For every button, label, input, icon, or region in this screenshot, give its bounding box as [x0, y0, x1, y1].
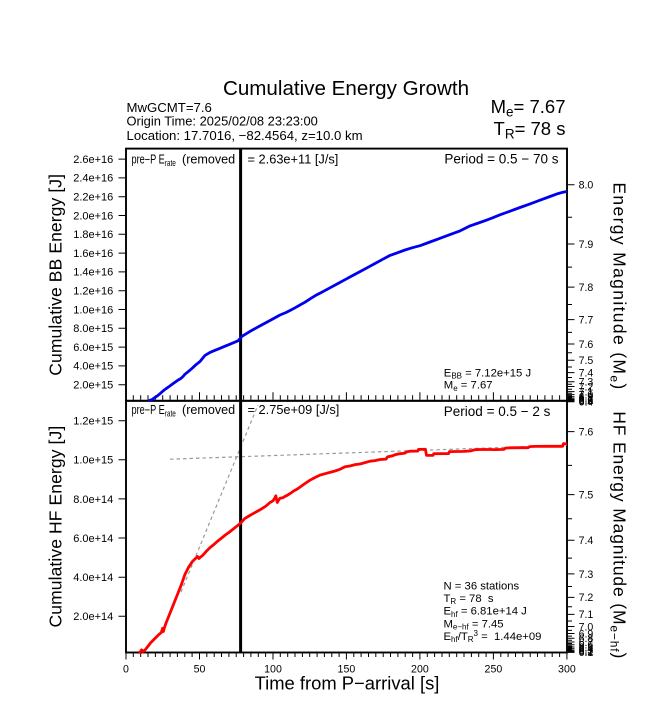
- svg-text:6.0e+14: 6.0e+14: [73, 533, 113, 545]
- svg-text:7.0: 7.0: [579, 390, 594, 402]
- svg-text:8.0e+15: 8.0e+15: [73, 323, 113, 335]
- svg-text:Me = 7.67: Me = 7.67: [444, 380, 493, 393]
- svg-text:TR= 78 s: TR= 78 s: [494, 118, 566, 142]
- svg-text:2.0e+15: 2.0e+15: [73, 380, 113, 392]
- svg-text:1.2e+16: 1.2e+16: [73, 286, 113, 298]
- svg-text:2.4e+16: 2.4e+16: [73, 173, 113, 185]
- svg-text:7.1: 7.1: [579, 387, 594, 399]
- svg-text:N = 36 stations: N = 36 stations: [444, 581, 520, 593]
- svg-text:7.6: 7.6: [579, 339, 594, 351]
- svg-text:6.9: 6.9: [579, 392, 594, 404]
- svg-text:Ehf/TR3 = 1.44e+09: Ehf/TR3 = 1.44e+09: [444, 629, 542, 644]
- svg-text:TR = 78 s: TR = 78 s: [444, 593, 494, 606]
- svg-text:8.0e+14: 8.0e+14: [73, 494, 113, 506]
- svg-text:pre−P Erate: pre−P Erate: [132, 153, 176, 168]
- svg-text:Origin Time: 2025/02/08 23:23:: Origin Time: 2025/02/08 23:23:00: [127, 114, 318, 129]
- svg-text:50: 50: [194, 664, 206, 676]
- svg-text:Cumulative BB Energy [J]: Cumulative BB Energy [J]: [46, 174, 66, 376]
- svg-text:Energy Magnitude (Me): Energy Magnitude (Me): [608, 182, 630, 390]
- svg-text:7.5: 7.5: [579, 490, 594, 502]
- svg-text:1.0e+16: 1.0e+16: [73, 304, 113, 316]
- svg-text:Period = 0.5 − 70 s: Period = 0.5 − 70 s: [444, 152, 558, 167]
- svg-text:4.0e+14: 4.0e+14: [73, 572, 113, 584]
- svg-text:6.7: 6.7: [579, 394, 594, 406]
- svg-text:(removed: (removed: [182, 152, 235, 166]
- svg-text:Time from P−arrival [s]: Time from P−arrival [s]: [255, 672, 440, 693]
- svg-text:2.2e+16: 2.2e+16: [73, 192, 113, 204]
- svg-text:7.0: 7.0: [579, 621, 594, 633]
- svg-text:Period = 0.5 − 2 s: Period = 0.5 − 2 s: [444, 404, 551, 419]
- svg-text:0: 0: [123, 664, 129, 676]
- svg-text:6.4: 6.4: [579, 644, 594, 656]
- svg-text:7.7: 7.7: [579, 315, 594, 327]
- svg-text:2.0e+16: 2.0e+16: [73, 210, 113, 222]
- svg-text:7.4: 7.4: [579, 368, 594, 380]
- svg-text:= 2.63e+11 [J/s]: = 2.63e+11 [J/s]: [248, 151, 339, 166]
- svg-text:1.0e+15: 1.0e+15: [73, 455, 113, 467]
- svg-text:1.2e+15: 1.2e+15: [73, 416, 113, 428]
- svg-text:6.8: 6.8: [579, 633, 594, 645]
- svg-text:(removed: (removed: [182, 403, 235, 417]
- svg-text:200: 200: [411, 664, 429, 676]
- svg-text:6.7: 6.7: [579, 637, 594, 649]
- svg-text:7.9: 7.9: [579, 239, 594, 251]
- svg-text:100: 100: [264, 664, 282, 676]
- svg-text:6.8: 6.8: [579, 393, 594, 405]
- svg-text:Cumulative HF Energy [J]: Cumulative HF Energy [J]: [46, 426, 66, 628]
- svg-text:1.6e+16: 1.6e+16: [73, 248, 113, 260]
- svg-text:Cumulative Energy Growth: Cumulative Energy Growth: [223, 77, 469, 100]
- svg-text:Me= 7.67: Me= 7.67: [491, 96, 566, 120]
- svg-text:7.2: 7.2: [579, 381, 594, 393]
- svg-text:6.9: 6.9: [579, 628, 594, 640]
- svg-text:1.4e+16: 1.4e+16: [73, 267, 113, 279]
- svg-text:2.6e+16: 2.6e+16: [73, 154, 113, 166]
- svg-text:150: 150: [338, 664, 356, 676]
- svg-text:= 2.75e+09 [J/s]: = 2.75e+09 [J/s]: [248, 402, 340, 417]
- svg-text:6.1: 6.1: [579, 647, 594, 659]
- svg-text:6.5: 6.5: [579, 642, 594, 654]
- svg-text:1.8e+16: 1.8e+16: [73, 229, 113, 241]
- svg-text:300: 300: [558, 664, 576, 676]
- svg-text:7.2: 7.2: [579, 592, 594, 604]
- svg-text:6.0e+15: 6.0e+15: [73, 342, 113, 354]
- svg-text:4.0e+15: 4.0e+15: [73, 361, 113, 373]
- svg-text:6.6: 6.6: [579, 395, 594, 407]
- svg-text:Location: 17.7016, −82.4564, z: Location: 17.7016, −82.4564, z=10.0 km: [127, 128, 363, 143]
- svg-text:7.1: 7.1: [579, 609, 594, 621]
- svg-text:7.4: 7.4: [579, 535, 594, 547]
- svg-text:7.6: 7.6: [579, 427, 594, 439]
- svg-text:7.8: 7.8: [579, 282, 594, 294]
- svg-text:HF Energy Magnitude (Me−hf): HF Energy Magnitude (Me−hf): [608, 411, 630, 659]
- svg-text:MwGCMT=7.6: MwGCMT=7.6: [127, 100, 212, 115]
- svg-text:2.0e+14: 2.0e+14: [73, 611, 113, 623]
- svg-text:7.5: 7.5: [579, 355, 594, 367]
- svg-text:6.4: 6.4: [579, 397, 594, 409]
- svg-text:Me−hf = 7.45: Me−hf = 7.45: [444, 618, 504, 631]
- svg-text:6.2: 6.2: [579, 646, 594, 658]
- svg-text:EBB = 7.12e+15 J: EBB = 7.12e+15 J: [444, 367, 531, 380]
- svg-text:250: 250: [485, 664, 503, 676]
- svg-text:8.0: 8.0: [579, 180, 594, 192]
- svg-text:6.6: 6.6: [579, 640, 594, 652]
- svg-text:6.5: 6.5: [579, 396, 594, 408]
- svg-text:6.3: 6.3: [579, 645, 594, 657]
- svg-text:Ehf = 6.81e+14 J: Ehf = 6.81e+14 J: [444, 606, 527, 619]
- svg-text:pre−P Erate: pre−P Erate: [132, 404, 176, 419]
- svg-text:7.3: 7.3: [579, 377, 594, 389]
- svg-text:7.3: 7.3: [579, 569, 594, 581]
